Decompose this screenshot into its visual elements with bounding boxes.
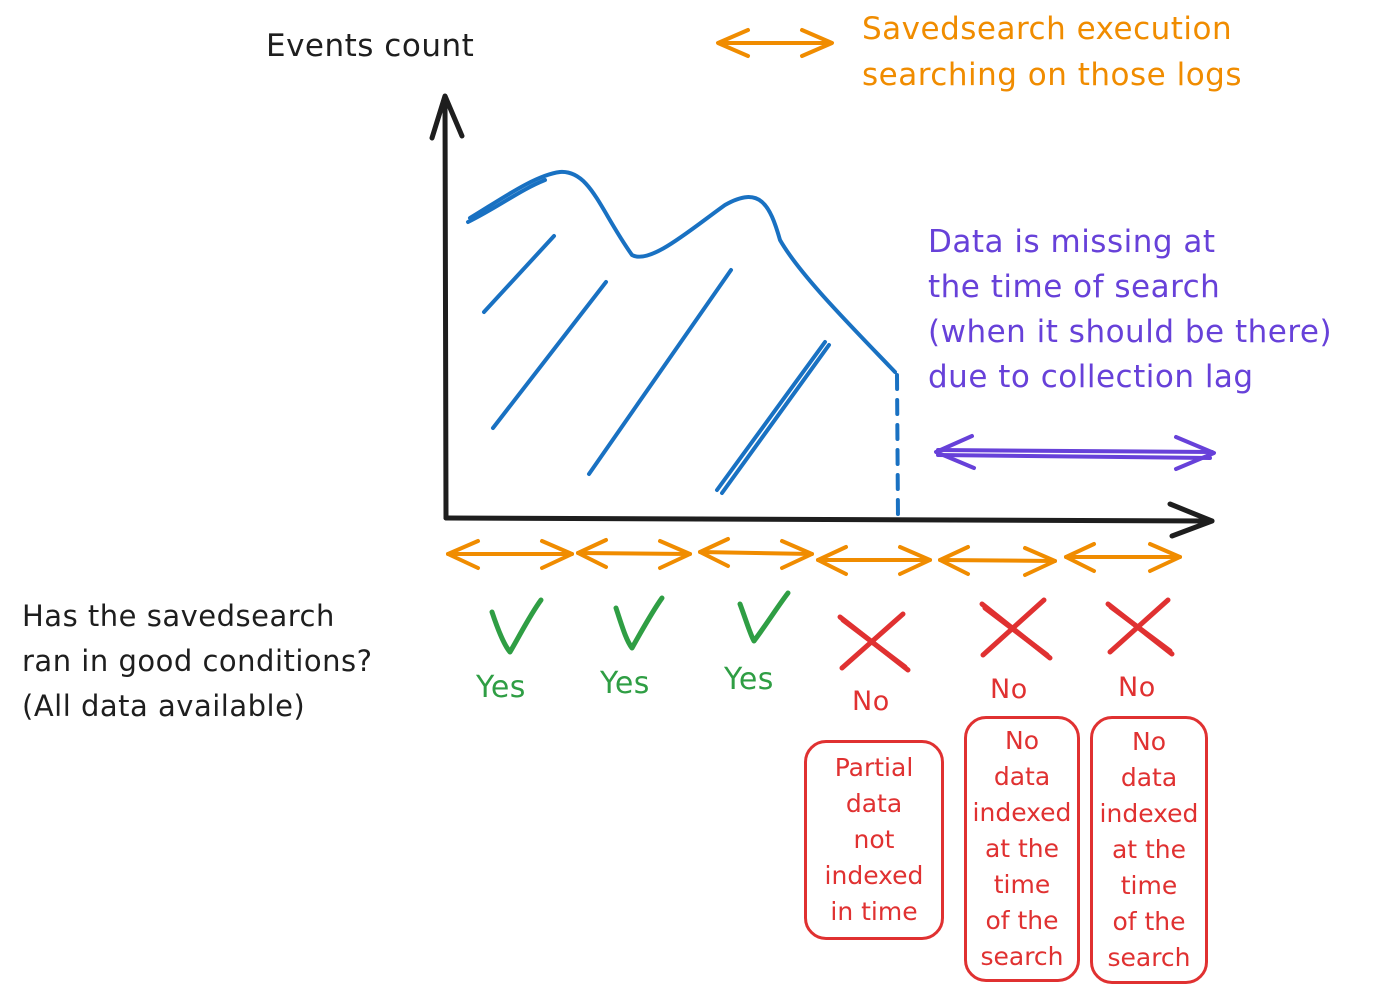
curve-dashed-cutoff — [895, 373, 900, 522]
answer-label: Yes — [476, 670, 526, 705]
note-line: Data is missing at — [928, 224, 1216, 260]
question-line: ran in good conditions? — [22, 644, 373, 678]
cross-icon — [979, 597, 1053, 661]
note-line: the time of search — [928, 269, 1221, 305]
reason-line: search — [1107, 943, 1191, 972]
hatch-line — [715, 340, 827, 492]
note-line: due to collection lag — [928, 359, 1254, 395]
reason-line: at the — [1111, 835, 1187, 864]
curve-line — [468, 169, 897, 374]
reason-line: time — [993, 870, 1051, 899]
legend-arrow — [716, 28, 834, 58]
hatch-fill — [482, 234, 831, 495]
answer-label: Yes — [724, 662, 774, 697]
x-axis-arrowhead — [1167, 501, 1215, 539]
hatch-line — [482, 234, 556, 314]
curve-line-shadow — [466, 178, 547, 224]
reason-line: data — [845, 789, 903, 818]
execution-arrow-4 — [816, 545, 932, 576]
reason-line: data — [993, 762, 1051, 791]
check-icon — [489, 597, 544, 655]
reason-line: not — [853, 825, 895, 854]
reason-line: of the — [985, 906, 1059, 935]
reason-line: No — [1005, 726, 1039, 755]
check-marks — [489, 590, 791, 655]
cross-icon — [1105, 597, 1175, 657]
hatch-line — [720, 343, 831, 495]
legend-line: searching on those logs — [862, 57, 1242, 93]
cross-marks — [837, 597, 1175, 673]
reason-box: No data indexed at the time of the searc… — [964, 716, 1080, 982]
reason-line: indexed — [1099, 799, 1199, 828]
answer-label: No — [990, 674, 1028, 705]
legend-text: Savedsearch execution searching on those… — [862, 6, 1242, 98]
note-line: (when it should be there) — [928, 314, 1333, 350]
reason-line: in time — [830, 897, 918, 926]
reason-line: data — [1120, 763, 1178, 792]
execution-arrow-6 — [1064, 542, 1182, 573]
hatch-line — [491, 280, 608, 430]
reason-box: No data indexed at the time of the searc… — [1090, 716, 1208, 984]
question-line: Has the savedsearch — [22, 599, 335, 633]
axes — [429, 93, 1215, 539]
reason-line: indexed — [972, 798, 1072, 827]
y-axis-arrowhead — [429, 93, 465, 141]
missing-data-note: Data is missing at the time of search (w… — [928, 220, 1332, 400]
execution-arrow-3 — [698, 537, 814, 570]
reason-line: time — [1120, 871, 1178, 900]
question-line: (All data available) — [22, 689, 306, 723]
answer-label: No — [852, 686, 890, 717]
execution-arrow-2 — [576, 538, 692, 570]
reason-line: Partial — [834, 753, 914, 782]
execution-window-arrows — [446, 537, 1182, 577]
reason-line: No — [1132, 727, 1166, 756]
execution-arrow-1 — [446, 539, 574, 570]
missing-data-arrow — [934, 434, 1216, 471]
reason-box: Partial data not indexed in time — [804, 740, 944, 940]
check-icon — [737, 590, 791, 644]
y-axis-label: Events count — [266, 28, 475, 64]
events-curve — [466, 169, 900, 522]
reason-line: indexed — [824, 861, 924, 890]
legend-line: Savedsearch execution — [862, 11, 1233, 47]
reason-line: of the — [1112, 907, 1186, 936]
reason-line: search — [980, 942, 1064, 971]
hatch-line — [587, 268, 733, 476]
question-text: Has the savedsearch ran in good conditio… — [22, 594, 373, 729]
check-icon — [613, 595, 665, 651]
y-axis-line — [442, 95, 449, 521]
execution-arrow-5 — [938, 545, 1057, 577]
cross-icon — [837, 611, 911, 673]
reason-line: at the — [984, 834, 1060, 863]
answer-label: Yes — [600, 666, 650, 701]
answer-label: No — [1118, 672, 1156, 703]
x-axis-line — [443, 515, 1215, 524]
